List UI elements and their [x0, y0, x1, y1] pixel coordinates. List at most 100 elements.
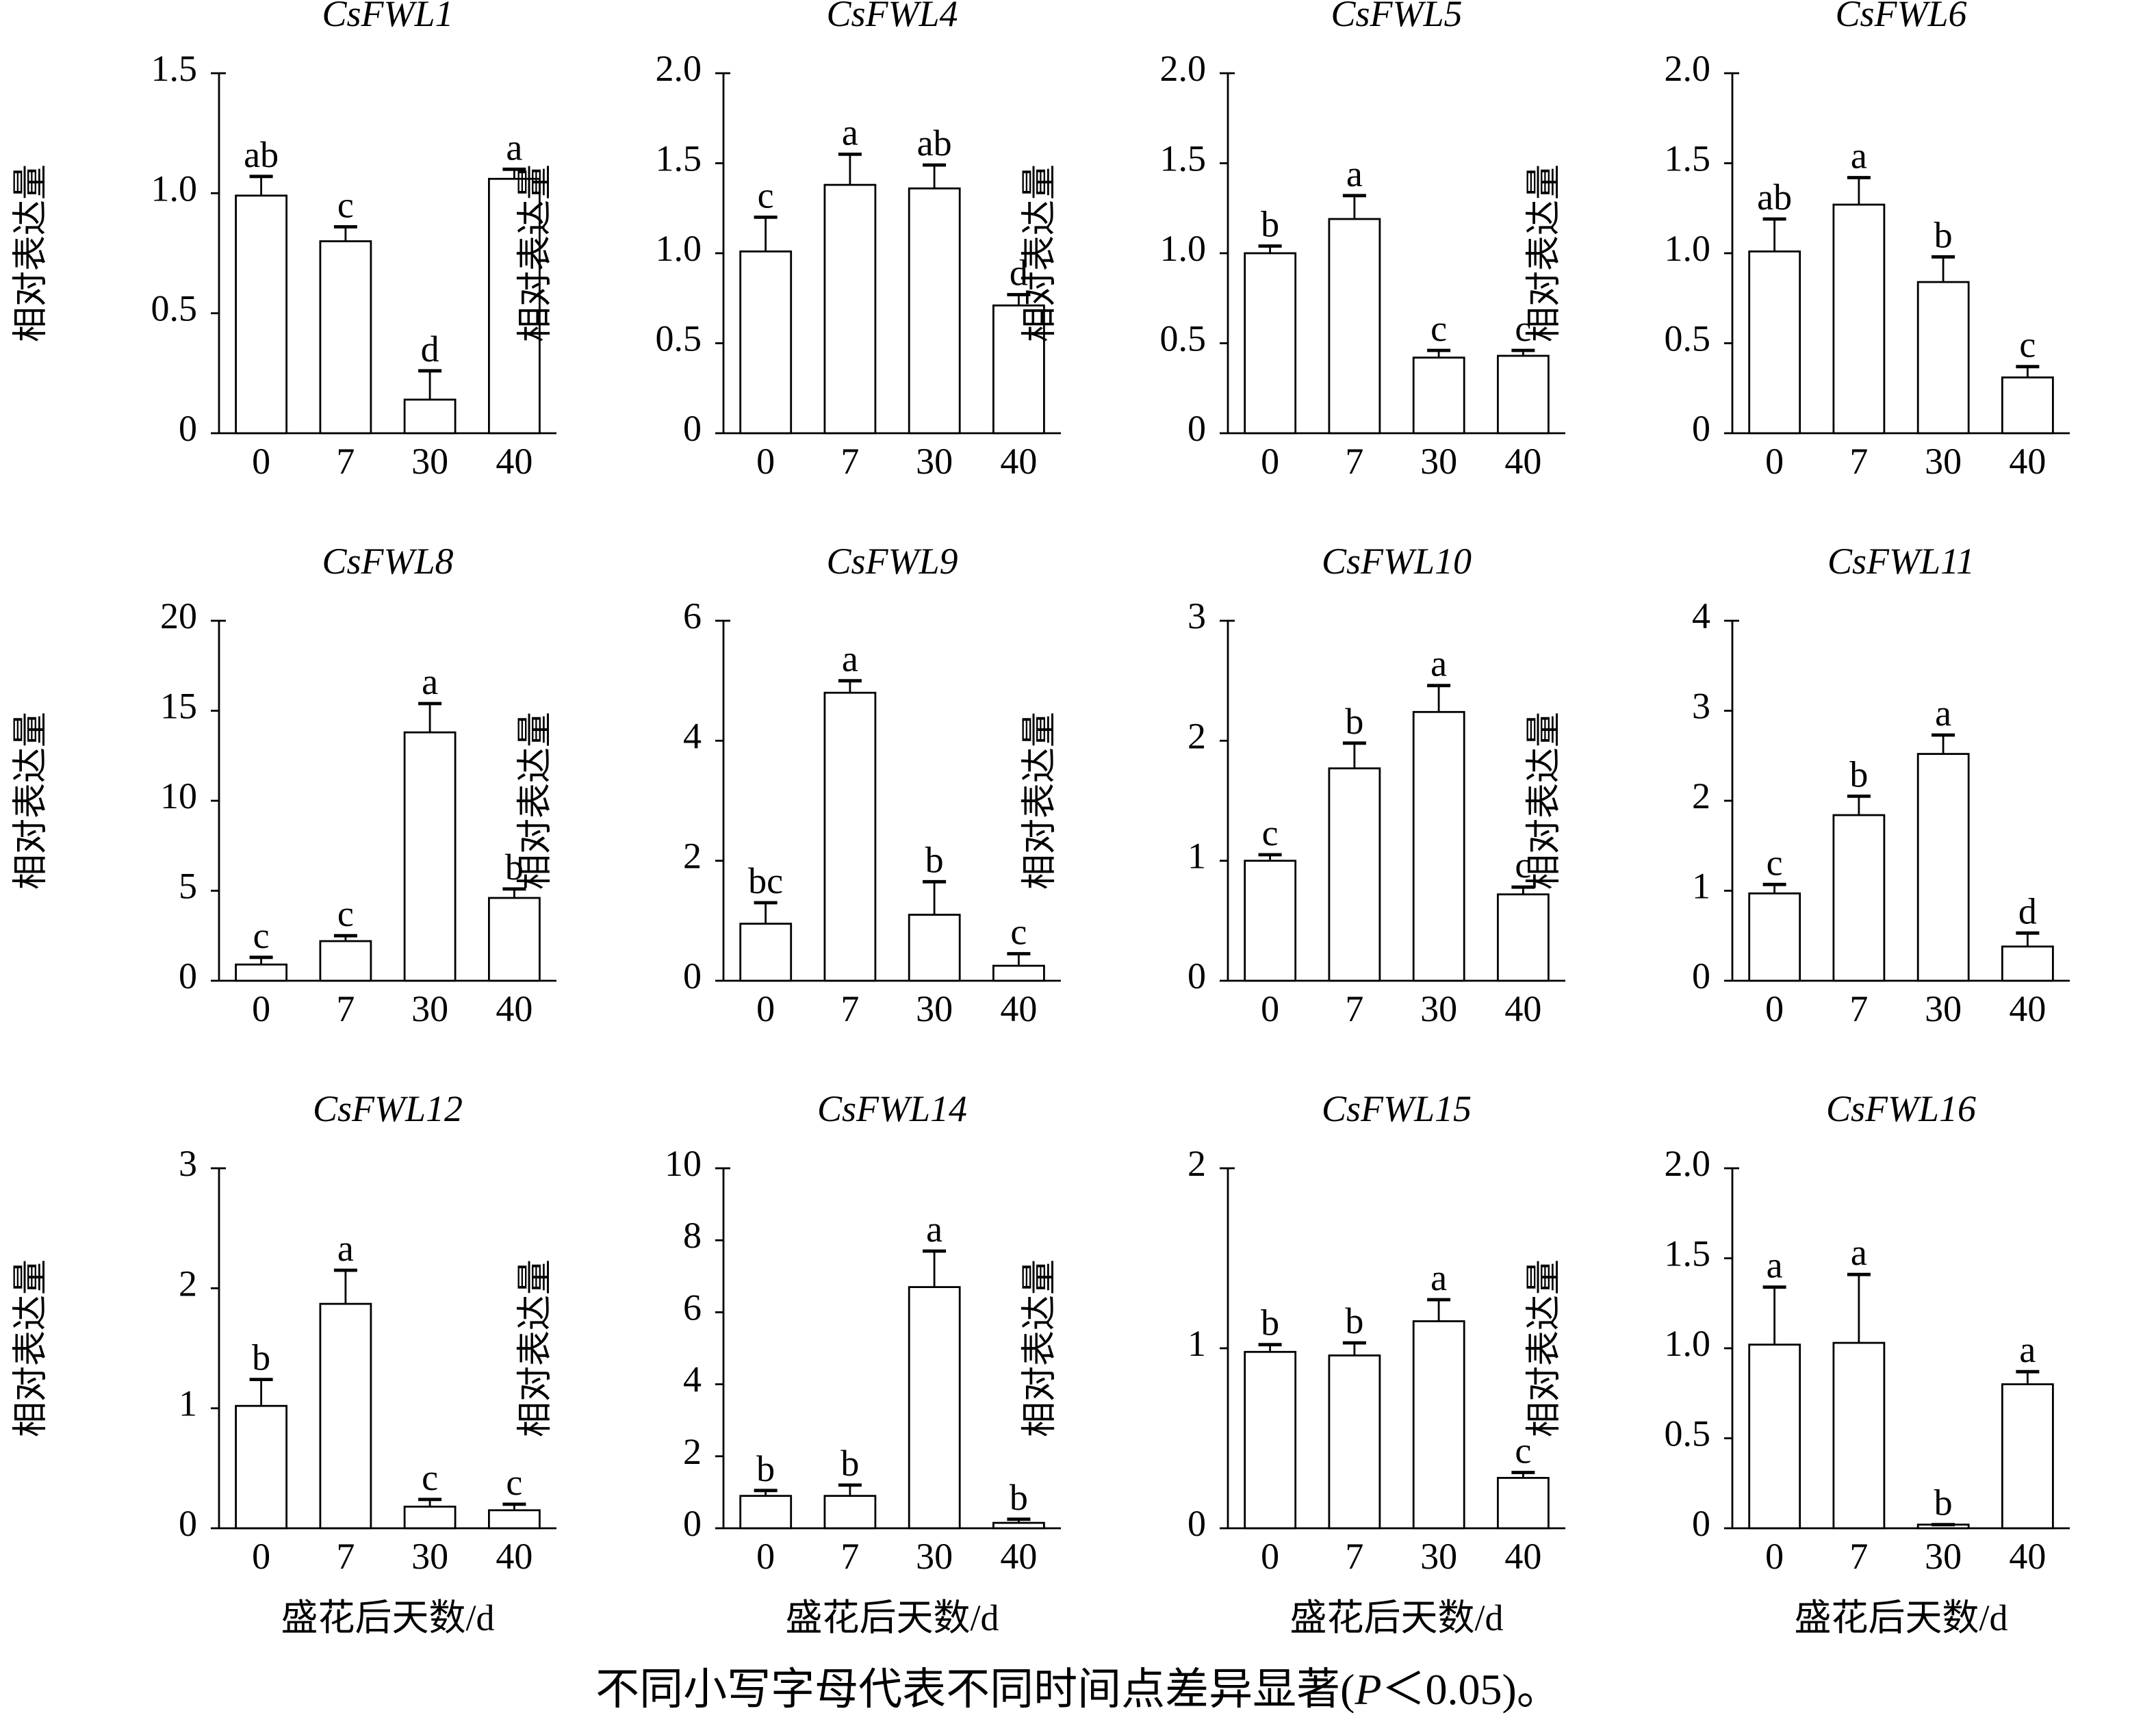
svg-text:a: a — [1430, 643, 1447, 684]
svg-text:30: 30 — [411, 441, 448, 482]
svg-text:0.5: 0.5 — [1665, 1413, 1711, 1454]
svg-text:d: d — [2018, 890, 2037, 931]
svg-text:7: 7 — [336, 441, 355, 482]
svg-text:7: 7 — [1849, 441, 1868, 482]
svg-text:2.0: 2.0 — [656, 48, 702, 89]
svg-text:2: 2 — [179, 1263, 197, 1304]
svg-text:40: 40 — [1000, 441, 1037, 482]
svg-text:a: a — [506, 127, 522, 168]
svg-text:1.5: 1.5 — [1160, 138, 1207, 179]
svg-text:0: 0 — [252, 1536, 270, 1577]
svg-text:0: 0 — [1261, 988, 1279, 1029]
svg-text:CsFWL5: CsFWL5 — [1331, 0, 1462, 34]
svg-text:相对表达量: 相对表达量 — [516, 1259, 555, 1437]
svg-text:40: 40 — [2009, 441, 2046, 482]
svg-text:a: a — [337, 1228, 354, 1269]
svg-text:c: c — [337, 893, 354, 934]
svg-text:15: 15 — [160, 686, 197, 727]
svg-text:0.5: 0.5 — [656, 318, 702, 359]
svg-text:40: 40 — [1504, 1536, 1541, 1577]
svg-text:CsFWL4: CsFWL4 — [826, 0, 958, 34]
svg-text:相对表达量: 相对表达量 — [1021, 712, 1060, 890]
svg-text:0: 0 — [1765, 988, 1784, 1029]
svg-text:7: 7 — [1345, 1536, 1363, 1577]
svg-text:CsFWL15: CsFWL15 — [1322, 1088, 1472, 1129]
svg-text:40: 40 — [1000, 988, 1037, 1029]
svg-text:c: c — [758, 175, 774, 216]
svg-text:a: a — [842, 112, 858, 153]
svg-text:0: 0 — [1261, 441, 1279, 482]
svg-text:0: 0 — [179, 1503, 197, 1544]
svg-text:a: a — [1346, 153, 1363, 194]
svg-text:7: 7 — [1345, 988, 1363, 1029]
svg-text:30: 30 — [1925, 441, 1962, 482]
svg-text:20: 20 — [160, 595, 197, 636]
svg-text:0: 0 — [683, 1503, 702, 1544]
svg-text:0: 0 — [683, 408, 702, 449]
svg-text:2: 2 — [1188, 715, 1206, 756]
svg-text:b: b — [1010, 1477, 1028, 1518]
svg-text:CsFWL9: CsFWL9 — [826, 541, 958, 582]
svg-text:相对表达量: 相对表达量 — [1021, 164, 1060, 342]
svg-text:7: 7 — [1849, 988, 1868, 1029]
svg-text:30: 30 — [1925, 1536, 1962, 1577]
svg-text:a: a — [1767, 1245, 1783, 1286]
svg-text:30: 30 — [916, 1536, 953, 1577]
svg-text:1.0: 1.0 — [1665, 1323, 1711, 1364]
svg-text:c: c — [2019, 324, 2036, 365]
svg-text:b: b — [1261, 204, 1279, 245]
svg-text:0: 0 — [1261, 1536, 1279, 1577]
svg-text:0.5: 0.5 — [151, 288, 198, 329]
svg-text:a: a — [1430, 1257, 1447, 1298]
svg-text:40: 40 — [1504, 441, 1541, 482]
svg-text:相对表达量: 相对表达量 — [516, 712, 555, 890]
svg-text:b: b — [252, 1337, 270, 1378]
svg-text:0: 0 — [252, 441, 270, 482]
svg-text:相对表达量: 相对表达量 — [12, 712, 51, 890]
svg-text:CsFWL8: CsFWL8 — [322, 541, 453, 582]
svg-text:40: 40 — [1504, 988, 1541, 1029]
svg-text:0: 0 — [179, 408, 197, 449]
svg-text:ab: ab — [244, 134, 279, 175]
svg-text:a: a — [2019, 1329, 2036, 1370]
svg-text:盛花后天数/d: 盛花后天数/d — [1289, 1597, 1503, 1638]
svg-text:7: 7 — [1345, 441, 1363, 482]
svg-text:7: 7 — [336, 988, 355, 1029]
svg-text:c: c — [1767, 842, 1783, 883]
svg-text:b: b — [756, 1448, 775, 1489]
svg-text:CsFWL1: CsFWL1 — [322, 0, 453, 34]
svg-text:0.5: 0.5 — [1665, 318, 1711, 359]
svg-text:bc: bc — [748, 860, 783, 901]
svg-text:c: c — [337, 184, 354, 225]
svg-text:盛花后天数/d: 盛花后天数/d — [785, 1597, 999, 1638]
svg-text:c: c — [253, 915, 270, 956]
svg-text:CsFWL16: CsFWL16 — [1826, 1088, 1976, 1129]
svg-text:不同小写字母代表不同时间点差异显著(P＜0.05)。: 不同小写字母代表不同时间点差异显著(P＜0.05)。 — [595, 1665, 1561, 1714]
svg-text:CsFWL11: CsFWL11 — [1827, 541, 1975, 582]
svg-text:1: 1 — [179, 1383, 197, 1424]
svg-text:7: 7 — [840, 1536, 859, 1577]
svg-text:2.0: 2.0 — [1665, 48, 1711, 89]
svg-text:30: 30 — [1420, 441, 1457, 482]
svg-text:3: 3 — [179, 1143, 197, 1184]
svg-text:2: 2 — [683, 836, 702, 877]
svg-text:1.0: 1.0 — [656, 228, 702, 269]
svg-text:b: b — [1261, 1302, 1279, 1343]
svg-text:6: 6 — [683, 1287, 702, 1328]
svg-text:2.0: 2.0 — [1665, 1143, 1711, 1184]
svg-text:a: a — [422, 661, 438, 702]
svg-text:10: 10 — [160, 775, 197, 816]
svg-text:40: 40 — [2009, 988, 2046, 1029]
svg-text:相对表达量: 相对表达量 — [1525, 164, 1564, 342]
svg-text:40: 40 — [496, 441, 532, 482]
svg-text:a: a — [842, 639, 858, 680]
svg-text:0: 0 — [756, 988, 775, 1029]
svg-text:30: 30 — [1420, 988, 1457, 1029]
svg-text:0: 0 — [1765, 441, 1784, 482]
svg-text:a: a — [926, 1209, 942, 1250]
svg-text:相对表达量: 相对表达量 — [1525, 712, 1564, 890]
svg-text:8: 8 — [683, 1215, 702, 1256]
svg-text:0: 0 — [756, 1536, 775, 1577]
svg-text:1.0: 1.0 — [151, 168, 198, 209]
svg-text:2: 2 — [683, 1431, 702, 1472]
